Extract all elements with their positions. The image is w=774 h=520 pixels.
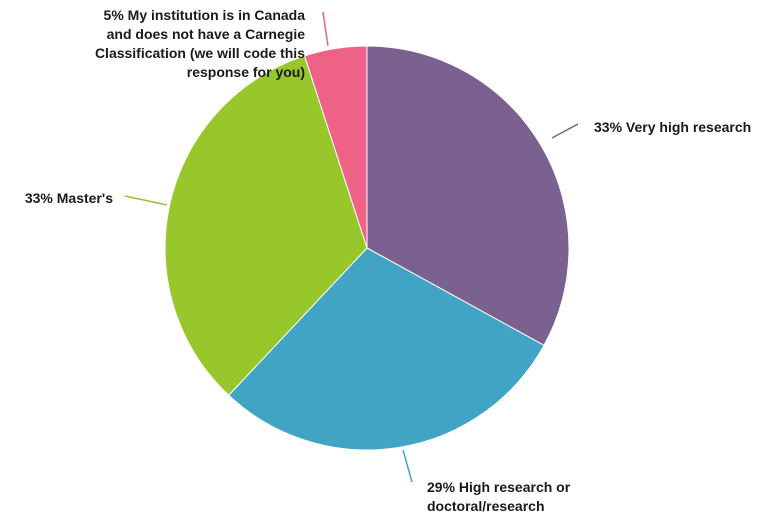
slice-label-line: response for you) — [187, 64, 305, 80]
slice-label: 5% My institution is in Canada and does n… — [95, 7, 305, 80]
leader-line — [322, 11, 329, 47]
leader-line — [551, 123, 579, 139]
leader-line — [124, 195, 168, 206]
pie-slice — [164, 55, 368, 396]
slice-label-line: 33% Master's — [25, 190, 113, 206]
leader-lines — [124, 11, 579, 483]
slice-label: 33% Master's — [25, 190, 113, 206]
pie-slice — [303, 45, 368, 249]
slice-label-line: and does not have a Carnegie — [107, 26, 306, 42]
leader-line — [402, 449, 413, 483]
pie-slice — [228, 247, 545, 451]
slice-labels: 33% Very high research 29% High research … — [25, 7, 751, 514]
slice-label-line: 33% Very high research — [594, 119, 751, 135]
slice-label-line: 29% High research or — [427, 479, 571, 495]
slice-label-line: 5% My institution is in Canada — [104, 7, 306, 23]
slice-label: 29% High research or doctoral/research — [427, 479, 571, 514]
slice-label-line: doctoral/research — [427, 498, 545, 514]
pie-slice — [366, 45, 570, 346]
pie-slices — [164, 45, 570, 451]
slice-label: 33% Very high research — [594, 119, 751, 135]
slice-label-line: Classification (we will code this — [95, 45, 305, 61]
